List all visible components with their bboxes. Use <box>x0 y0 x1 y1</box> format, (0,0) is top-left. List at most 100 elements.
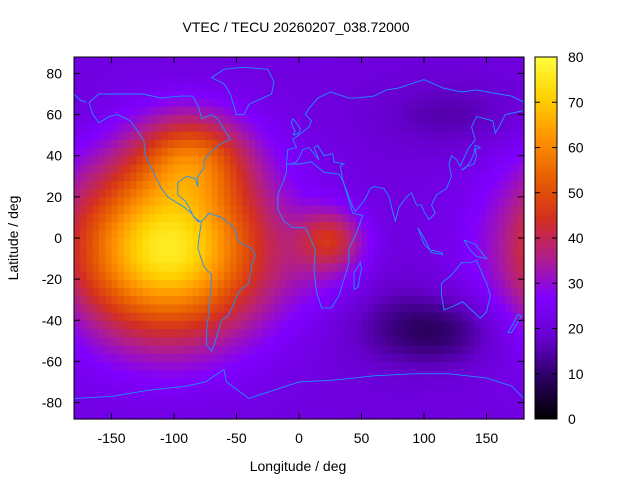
heatmap-cell <box>142 155 150 165</box>
heatmap-cell <box>292 246 300 256</box>
heatmap-cell <box>424 131 431 140</box>
heatmap-cell <box>280 229 288 239</box>
heatmap-cell <box>380 106 388 116</box>
heatmap-cell <box>461 361 469 371</box>
heatmap-cell <box>336 131 344 140</box>
heatmap-cell <box>99 344 106 354</box>
heatmap-cell <box>336 180 344 190</box>
coastline-segment <box>441 260 491 319</box>
heatmap-cell <box>80 254 88 264</box>
heatmap-cell <box>342 188 350 198</box>
heatmap-cell <box>311 122 319 132</box>
heatmap-cell <box>274 287 281 297</box>
heatmap-cell <box>199 188 206 198</box>
heatmap-cell <box>311 336 319 346</box>
heatmap-cell <box>355 254 363 264</box>
heatmap-cell <box>461 172 469 182</box>
heatmap-cell <box>74 139 81 149</box>
heatmap-cell <box>317 270 325 280</box>
heatmap-cell <box>186 246 194 256</box>
heatmap-cell <box>211 254 219 264</box>
x-tick-label: 150 <box>475 430 499 446</box>
heatmap-cell <box>480 238 488 247</box>
heatmap-cell <box>274 279 281 288</box>
heatmap-cell <box>286 336 294 346</box>
heatmap-cell <box>461 386 469 395</box>
heatmap-cell <box>224 279 231 288</box>
heatmap-cell <box>267 131 275 140</box>
heatmap-cell <box>230 312 238 321</box>
heatmap-cell <box>305 410 313 420</box>
heatmap-cell <box>242 180 250 190</box>
heatmap-cell <box>342 410 350 420</box>
heatmap-cell <box>167 262 175 272</box>
heatmap-cell <box>211 377 219 387</box>
heatmap-cell <box>174 114 181 124</box>
heatmap-cell <box>317 65 325 75</box>
heatmap-cell <box>486 155 494 165</box>
heatmap-cell <box>86 155 94 165</box>
heatmap-cell <box>417 262 425 272</box>
heatmap-cell <box>174 163 181 173</box>
heatmap-cell <box>286 122 294 132</box>
heatmap-cell <box>274 106 281 116</box>
heatmap-cell <box>417 344 425 354</box>
heatmap-cell <box>142 287 150 297</box>
heatmap-cell <box>430 139 438 149</box>
heatmap-cell <box>267 114 275 124</box>
heatmap-cell <box>461 139 469 149</box>
heatmap-cell <box>242 147 250 157</box>
heatmap-cell <box>230 262 238 272</box>
heatmap-cell <box>86 394 94 404</box>
heatmap-cell <box>349 172 356 182</box>
heatmap-cell <box>149 73 156 83</box>
heatmap-cell <box>211 386 219 395</box>
heatmap-cell <box>211 131 219 140</box>
heatmap-cell <box>299 377 306 387</box>
heatmap-cell <box>105 328 113 338</box>
heatmap-cell <box>330 238 338 247</box>
heatmap-cell <box>349 353 356 363</box>
heatmap-cell <box>511 139 519 149</box>
heatmap-cell <box>167 172 175 182</box>
heatmap-cell <box>442 98 450 107</box>
heatmap-cell <box>292 262 300 272</box>
heatmap-cell <box>305 369 313 379</box>
heatmap-cell <box>161 163 169 173</box>
heatmap-cell <box>342 361 350 371</box>
heatmap-cell <box>199 361 206 371</box>
heatmap-cell <box>86 410 94 420</box>
heatmap-cell <box>330 270 338 280</box>
heatmap-cell <box>130 188 138 198</box>
heatmap-cell <box>161 402 169 412</box>
heatmap-cell <box>161 155 169 165</box>
y-tick-label: 20 <box>46 189 62 205</box>
heatmap-cell <box>117 122 125 132</box>
heatmap-cell <box>324 328 331 338</box>
heatmap-cell <box>342 81 350 91</box>
heatmap-cell <box>149 81 156 91</box>
heatmap-cell <box>349 89 356 99</box>
heatmap-cell <box>380 73 388 83</box>
heatmap-cell <box>230 287 238 297</box>
heatmap-cell <box>480 312 488 321</box>
heatmap-cell <box>117 229 125 239</box>
heatmap-cell <box>424 353 431 363</box>
heatmap-cell <box>142 353 150 363</box>
heatmap-cell <box>280 122 288 132</box>
heatmap-cell <box>517 238 525 247</box>
heatmap-cell <box>211 221 219 231</box>
heatmap-cell <box>517 303 525 313</box>
heatmap-cell <box>499 402 506 412</box>
heatmap-cell <box>517 98 525 107</box>
heatmap-cell <box>230 279 238 288</box>
heatmap-cell <box>349 73 356 83</box>
heatmap-cell <box>336 139 344 149</box>
heatmap-cell <box>349 57 356 66</box>
heatmap-cell <box>236 394 244 404</box>
heatmap-cell <box>361 65 369 75</box>
heatmap-cell <box>399 188 406 198</box>
heatmap-cell <box>261 353 269 363</box>
heatmap-cell <box>180 377 188 387</box>
heatmap-cell <box>80 139 88 149</box>
